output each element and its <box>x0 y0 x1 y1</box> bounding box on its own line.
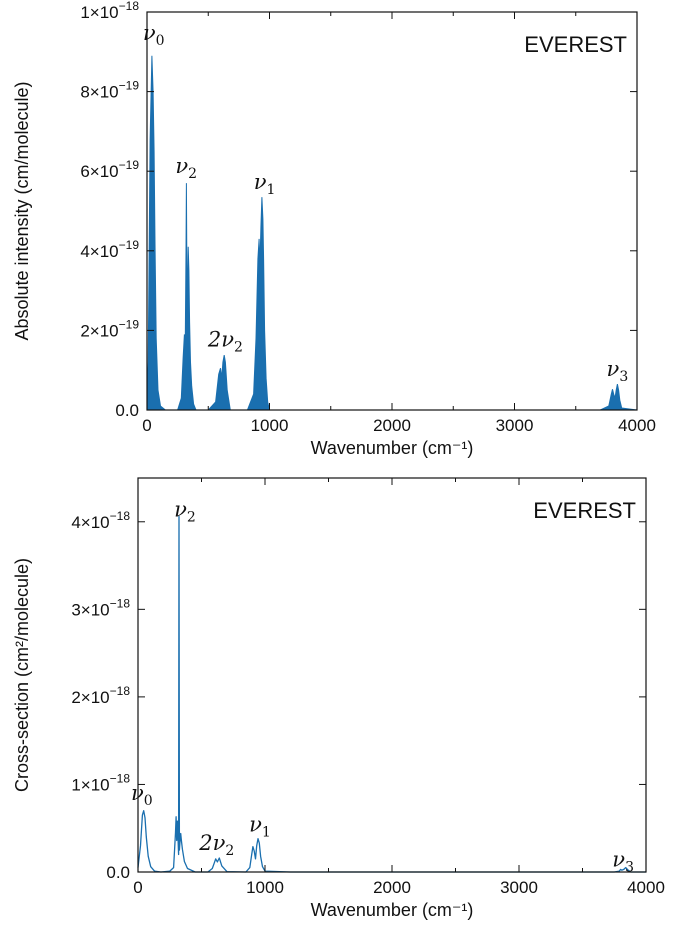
peak-annotation: 2ν2 <box>198 831 234 859</box>
peak-annotation: ν0 <box>143 21 165 49</box>
chart-title: EVEREST <box>533 498 636 523</box>
y-tick-label: 6×10−19 <box>80 158 139 181</box>
series-area <box>146 55 638 411</box>
x-tick-label: 2000 <box>373 878 411 897</box>
y-tick-label: 1×10−18 <box>80 0 139 22</box>
x-tick-label: 0 <box>142 416 151 435</box>
x-tick-label: 2000 <box>373 416 411 435</box>
peak-annotation: 2ν2 <box>207 327 243 355</box>
peak-annotation: ν3 <box>607 357 629 385</box>
y-tick-label: 8×10−19 <box>80 79 139 102</box>
x-tick-label: 3000 <box>496 416 534 435</box>
y-tick-label: 0.0 <box>106 863 130 882</box>
y-tick-label: 4×10−19 <box>80 238 139 261</box>
series-line <box>137 515 646 873</box>
chart-title: EVEREST <box>524 32 627 57</box>
peak-annotation: ν0 <box>131 781 153 809</box>
x-tick-label: 4000 <box>618 416 656 435</box>
peak-annotation: ν1 <box>254 170 276 198</box>
x-tick-label: 1000 <box>246 878 284 897</box>
y-axis-label: Cross-section (cm²/molecule) <box>12 558 32 792</box>
x-tick-label: 0 <box>133 878 142 897</box>
x-tick-label: 4000 <box>627 878 665 897</box>
y-tick-label: 1×10−18 <box>71 771 130 794</box>
x-tick-label: 1000 <box>251 416 289 435</box>
y-tick-label: 2×10−18 <box>71 684 130 707</box>
chart-panel-top: 0 1000 2000 3000 4000 0.0 2×10−19 4×10−19 6×10−1… <box>12 0 656 458</box>
x-axis-label: Wavenumber (cm⁻¹) <box>311 438 474 458</box>
y-tick-label: 0.0 <box>115 401 139 420</box>
x-tick-label: 3000 <box>500 878 538 897</box>
y-tick-label: 4×10−18 <box>71 509 130 532</box>
peak-annotation: ν2 <box>175 154 197 182</box>
y-axis-label: Absolute intensity (cm/molecule) <box>12 81 32 340</box>
peak-annotation: ν2 <box>174 498 196 526</box>
y-tick-label: 3×10−18 <box>71 596 130 619</box>
peak-annotation: ν1 <box>249 813 271 841</box>
peak-annotation: ν3 <box>612 848 634 876</box>
chart-panel-bottom: 0 1000 2000 3000 4000 0.0 1×10−18 2×10−18 3×10−1… <box>12 477 665 920</box>
y-tick-label: 2×10−19 <box>80 317 139 340</box>
plot-frame <box>137 477 647 873</box>
x-axis-label: Wavenumber (cm⁻¹) <box>311 900 474 920</box>
